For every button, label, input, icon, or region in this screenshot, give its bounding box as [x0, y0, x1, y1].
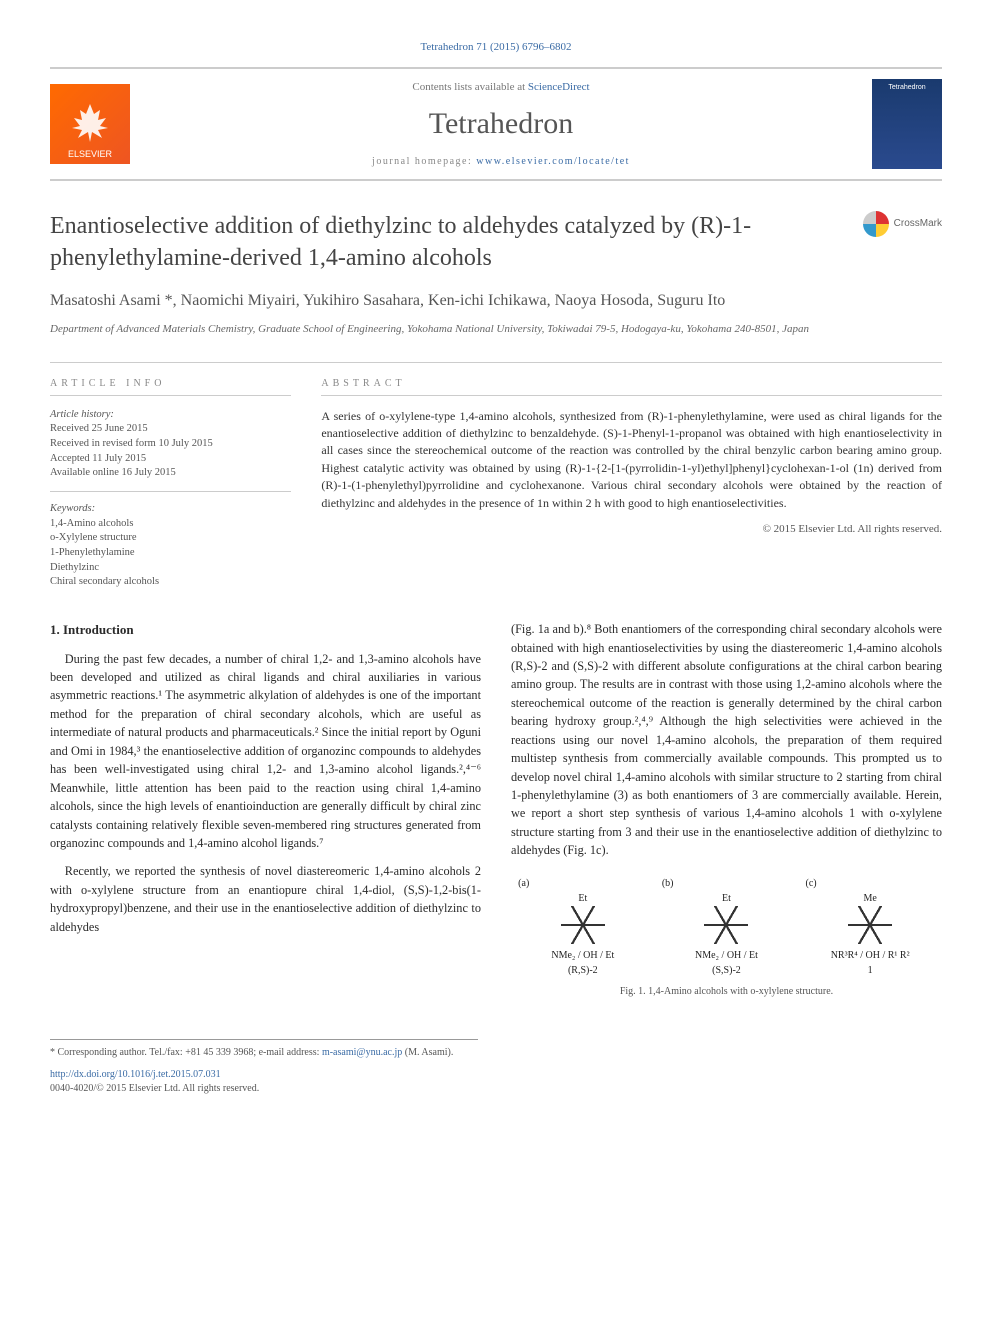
body-col-right: (Fig. 1a and b).⁸ Both enantiomers of th…	[511, 620, 942, 999]
chem-structure-b: (b) Et NMe₂ / OH / Et (S,S)-2	[662, 876, 791, 978]
keyword: Chiral secondary alcohols	[50, 576, 159, 587]
author-email-link[interactable]: m-asami@ynu.ac.jp	[322, 1047, 402, 1058]
substituent-label: NMe₂ / OH / Et	[662, 948, 791, 963]
date-online: Available online 16 July 2015	[50, 467, 176, 478]
article-info-label: ARTICLE INFO	[50, 377, 291, 396]
figure-1: (a) Et NMe₂ / OH / Et (R,S)-2 (b) Et NMe…	[511, 876, 942, 999]
body-columns: 1. Introduction During the past few deca…	[50, 620, 942, 999]
body-paragraph: Recently, we reported the synthesis of n…	[50, 862, 481, 936]
author-email-name: (M. Asami).	[402, 1047, 453, 1058]
panel-label: (c)	[805, 876, 934, 891]
substituent-label: Me	[805, 891, 934, 906]
compound-label: (S,S)-2	[662, 963, 791, 978]
authors-text: Masatoshi Asami *, Naomichi Miyairi, Yuk…	[50, 292, 725, 309]
crossmark-icon	[863, 211, 889, 237]
benzene-ring-icon	[561, 906, 605, 944]
date-revised: Received in revised form 10 July 2015	[50, 438, 213, 449]
authors-line: Masatoshi Asami *, Naomichi Miyairi, Yuk…	[50, 290, 942, 312]
abstract-label: ABSTRACT	[321, 377, 942, 396]
panel-label: (a)	[518, 876, 647, 891]
abstract-copyright: © 2015 Elsevier Ltd. All rights reserved…	[321, 522, 942, 537]
cover-label: Tetrahedron	[888, 84, 925, 91]
title-block: Enantioselective addition of diethylzinc…	[50, 211, 942, 273]
body-paragraph: (Fig. 1a and b).⁸ Both enantiomers of th…	[511, 620, 942, 860]
keyword: o-Xylylene structure	[50, 532, 137, 543]
keyword: 1,4-Amino alcohols	[50, 518, 133, 529]
panel-label: (b)	[662, 876, 791, 891]
footnote-block: * Corresponding author. Tel./fax: +81 45…	[50, 1039, 478, 1096]
elsevier-logo-text: ELSEVIER	[68, 148, 112, 161]
substituent-label: Et	[518, 891, 647, 906]
contents-available-line: Contents lists available at ScienceDirec…	[130, 80, 872, 95]
keyword: 1-Phenylethylamine	[50, 547, 135, 558]
article-history: Article history: Received 25 June 2015 R…	[50, 408, 291, 492]
keywords-label: Keywords:	[50, 503, 95, 514]
doi-block: http://dx.doi.org/10.1016/j.tet.2015.07.…	[50, 1068, 478, 1096]
substituent-label: NMe₂ / OH / Et	[518, 948, 647, 963]
masthead-center: Contents lists available at ScienceDirec…	[130, 80, 872, 169]
benzene-ring-icon	[848, 906, 892, 944]
substituent-label: Et	[662, 891, 791, 906]
substituent-label: NR³R⁴ / OH / R¹ R²	[805, 948, 934, 963]
crossmark-badge[interactable]: CrossMark	[863, 211, 942, 237]
affiliation: Department of Advanced Materials Chemist…	[50, 322, 942, 337]
figure-row: (a) Et NMe₂ / OH / Et (R,S)-2 (b) Et NMe…	[511, 876, 942, 978]
chem-structure-c: (c) Me NR³R⁴ / OH / R¹ R² 1	[805, 876, 934, 978]
corresponding-author-note: * Corresponding author. Tel./fax: +81 45…	[50, 1046, 478, 1060]
abstract-column: ABSTRACT A series of o-xylylene-type 1,4…	[321, 377, 942, 591]
body-col-left: 1. Introduction During the past few deca…	[50, 620, 481, 999]
chem-structure-a: (a) Et NMe₂ / OH / Et (R,S)-2	[518, 876, 647, 978]
journal-cover-thumbnail: Tetrahedron	[872, 79, 942, 169]
journal-homepage-line: journal homepage: www.elsevier.com/locat…	[130, 155, 872, 169]
history-label: Article history:	[50, 409, 114, 420]
citation-header: Tetrahedron 71 (2015) 6796–6802	[50, 40, 942, 55]
contents-prefix: Contents lists available at	[412, 81, 527, 93]
corresponding-text: * Corresponding author. Tel./fax: +81 45…	[50, 1047, 322, 1058]
article-title: Enantioselective addition of diethylzinc…	[50, 211, 830, 273]
sciencedirect-link[interactable]: ScienceDirect	[528, 81, 590, 93]
homepage-prefix: journal homepage:	[372, 156, 476, 167]
date-accepted: Accepted 11 July 2015	[50, 453, 146, 464]
compound-label: (R,S)-2	[518, 963, 647, 978]
figure-caption: Fig. 1. 1,4-Amino alcohols with o-xylyle…	[511, 984, 942, 999]
doi-link[interactable]: http://dx.doi.org/10.1016/j.tet.2015.07.…	[50, 1069, 221, 1080]
crossmark-label: CrossMark	[894, 217, 942, 231]
benzene-ring-icon	[704, 906, 748, 944]
journal-masthead: ELSEVIER Contents lists available at Sci…	[50, 67, 942, 181]
journal-homepage-link[interactable]: www.elsevier.com/locate/tet	[476, 156, 630, 167]
date-received: Received 25 June 2015	[50, 423, 148, 434]
journal-name: Tetrahedron	[130, 103, 872, 145]
section-heading-intro: 1. Introduction	[50, 620, 481, 640]
elsevier-logo[interactable]: ELSEVIER	[50, 84, 130, 164]
issn-copyright: 0040-4020/© 2015 Elsevier Ltd. All right…	[50, 1083, 259, 1094]
keyword: Diethylzinc	[50, 562, 99, 573]
abstract-text: A series of o-xylylene-type 1,4-amino al…	[321, 408, 942, 512]
body-paragraph: During the past few decades, a number of…	[50, 650, 481, 853]
compound-label: 1	[805, 963, 934, 978]
keywords-block: Keywords: 1,4-Amino alcohols o-Xylylene …	[50, 502, 291, 590]
article-info-column: ARTICLE INFO Article history: Received 2…	[50, 377, 291, 591]
tree-icon	[70, 100, 110, 146]
meta-columns: ARTICLE INFO Article history: Received 2…	[50, 362, 942, 591]
